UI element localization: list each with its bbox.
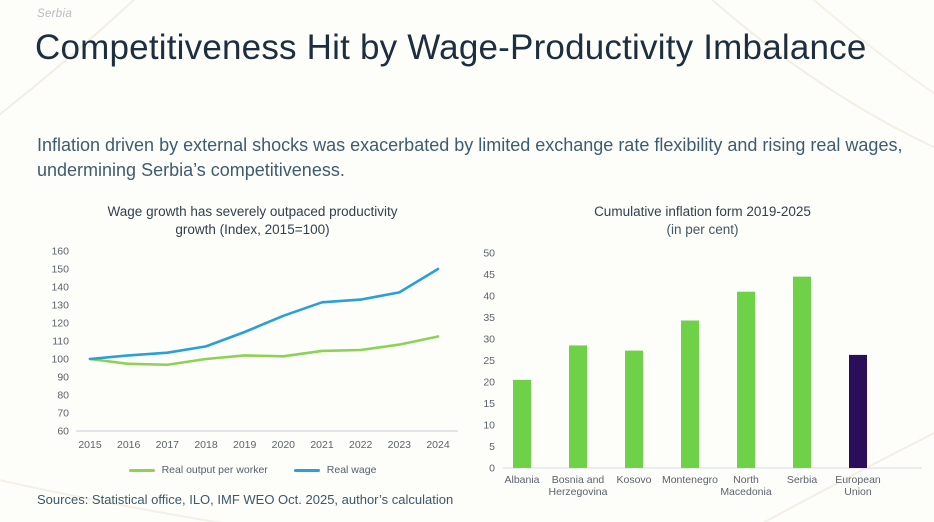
legend-label-real-wage: Real wage <box>326 464 377 476</box>
svg-text:35: 35 <box>483 312 495 324</box>
svg-text:2022: 2022 <box>349 439 373 451</box>
inflation-chart-title-text: Cumulative inflation form 2019-2025 <box>594 204 811 219</box>
svg-text:2017: 2017 <box>156 439 180 451</box>
svg-text:45: 45 <box>483 269 495 281</box>
svg-text:Macedonia: Macedonia <box>720 486 772 498</box>
svg-text:Montenegro: Montenegro <box>662 474 718 486</box>
svg-text:120: 120 <box>51 318 69 330</box>
svg-text:Serbia: Serbia <box>787 474 818 486</box>
svg-text:North: North <box>733 474 759 486</box>
svg-text:Albania: Albania <box>504 474 539 486</box>
svg-text:100: 100 <box>51 354 69 366</box>
svg-text:2023: 2023 <box>388 439 412 451</box>
svg-text:15: 15 <box>483 398 495 410</box>
page-title: Competitiveness Hit by Wage-Productivity… <box>35 28 867 67</box>
svg-text:10: 10 <box>483 420 495 432</box>
svg-text:30: 30 <box>483 334 495 346</box>
svg-text:2024: 2024 <box>426 439 450 451</box>
svg-text:25: 25 <box>483 355 495 367</box>
inflation-chart-svg: 0 5 10 15 20 25 30 35 40 45 50 Albania Bosnia andHer… <box>483 248 922 498</box>
legend-label-real-output: Real output per worker <box>161 464 268 476</box>
legend-item-real-wage: Real wage <box>293 464 377 476</box>
inflation-chart-subtitle: (in per cent) <box>666 222 739 237</box>
svg-text:110: 110 <box>52 336 69 348</box>
svg-text:70: 70 <box>57 408 69 420</box>
svg-text:60: 60 <box>57 426 69 438</box>
svg-text:2021: 2021 <box>310 439 334 451</box>
wage-chart-legend: Real output per worker Real wage <box>40 464 465 476</box>
svg-text:50: 50 <box>483 248 495 260</box>
real-output-line-swatch <box>128 468 155 472</box>
real-wage-line-swatch <box>293 468 320 472</box>
inflation-chart-title: Cumulative inflation form 2019-2025 (in … <box>475 203 930 239</box>
wage-chart-svg: 60 70 80 90 100 110 120 130 140 150 160 2015 2016 201… <box>51 246 458 451</box>
wage-productivity-chart-panel: Wage growth has severely outpaced produc… <box>40 203 465 476</box>
svg-text:150: 150 <box>51 264 69 276</box>
svg-text:130: 130 <box>51 300 69 312</box>
inflation-chart-panel: Cumulative inflation form 2019-2025 (in … <box>475 203 930 513</box>
svg-text:2019: 2019 <box>233 439 257 451</box>
svg-text:European: European <box>835 474 881 486</box>
page-subtitle: Inflation driven by external shocks was … <box>37 135 903 180</box>
svg-text:0: 0 <box>489 463 495 475</box>
svg-text:Herzegovina: Herzegovina <box>549 486 608 498</box>
svg-text:2018: 2018 <box>194 439 218 451</box>
sources-note: Sources: Statistical office, ILO, IMF WE… <box>37 492 454 507</box>
country-eyebrow: Serbia <box>37 8 73 20</box>
svg-text:2015: 2015 <box>78 439 102 451</box>
svg-text:140: 140 <box>51 282 69 294</box>
wage-chart-title: Wage growth has severely outpaced produc… <box>107 204 398 237</box>
svg-text:80: 80 <box>57 390 69 402</box>
svg-text:2016: 2016 <box>117 439 141 451</box>
svg-text:5: 5 <box>489 441 495 453</box>
svg-text:2020: 2020 <box>272 439 296 451</box>
svg-text:Kosovo: Kosovo <box>616 474 651 486</box>
svg-text:20: 20 <box>483 377 495 389</box>
svg-text:90: 90 <box>57 372 69 384</box>
svg-text:40: 40 <box>483 291 495 303</box>
svg-text:Bosnia and: Bosnia and <box>552 474 605 486</box>
svg-text:160: 160 <box>51 246 69 258</box>
svg-text:Union: Union <box>844 486 872 498</box>
legend-item-real-output: Real output per worker <box>128 464 268 476</box>
